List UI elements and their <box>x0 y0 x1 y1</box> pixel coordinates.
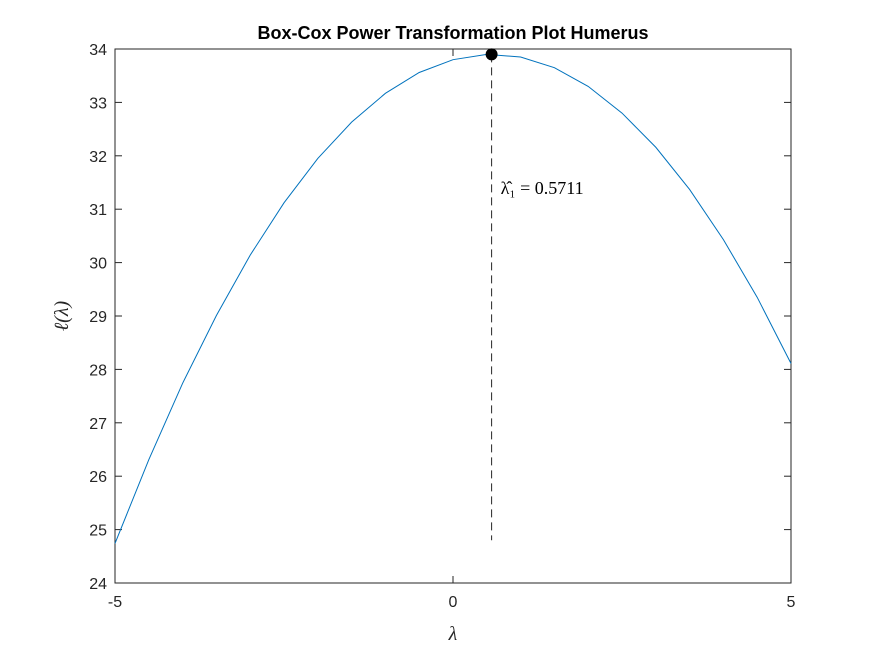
x-tick-label: 0 <box>449 594 458 611</box>
y-tick-label: 27 <box>89 416 107 433</box>
y-tick-label: 32 <box>89 149 107 166</box>
y-tick-label: 29 <box>89 309 107 326</box>
x-tick-label: 5 <box>787 594 796 611</box>
y-tick-label: 28 <box>89 362 107 379</box>
y-tick-label: 26 <box>89 469 107 486</box>
y-axis-label: ℓ(λ) <box>51 301 73 332</box>
y-tick-label: 34 <box>89 42 107 59</box>
peak-label: λ̂₁ = 0.5711 <box>501 178 584 198</box>
y-tick-label: 30 <box>89 256 107 273</box>
x-tick-label: -5 <box>108 594 122 611</box>
y-tick-label: 31 <box>89 202 107 219</box>
y-tick-label: 33 <box>89 95 107 112</box>
plot-area <box>114 48 792 584</box>
chart-title: Box-Cox Power Transformation Plot Humeru… <box>257 23 648 43</box>
x-axis-label: λ <box>448 623 458 645</box>
y-tick-label: 24 <box>89 576 107 593</box>
line-series <box>114 53 792 544</box>
peak-marker <box>485 48 498 61</box>
y-tick-label: 25 <box>89 523 107 540</box>
